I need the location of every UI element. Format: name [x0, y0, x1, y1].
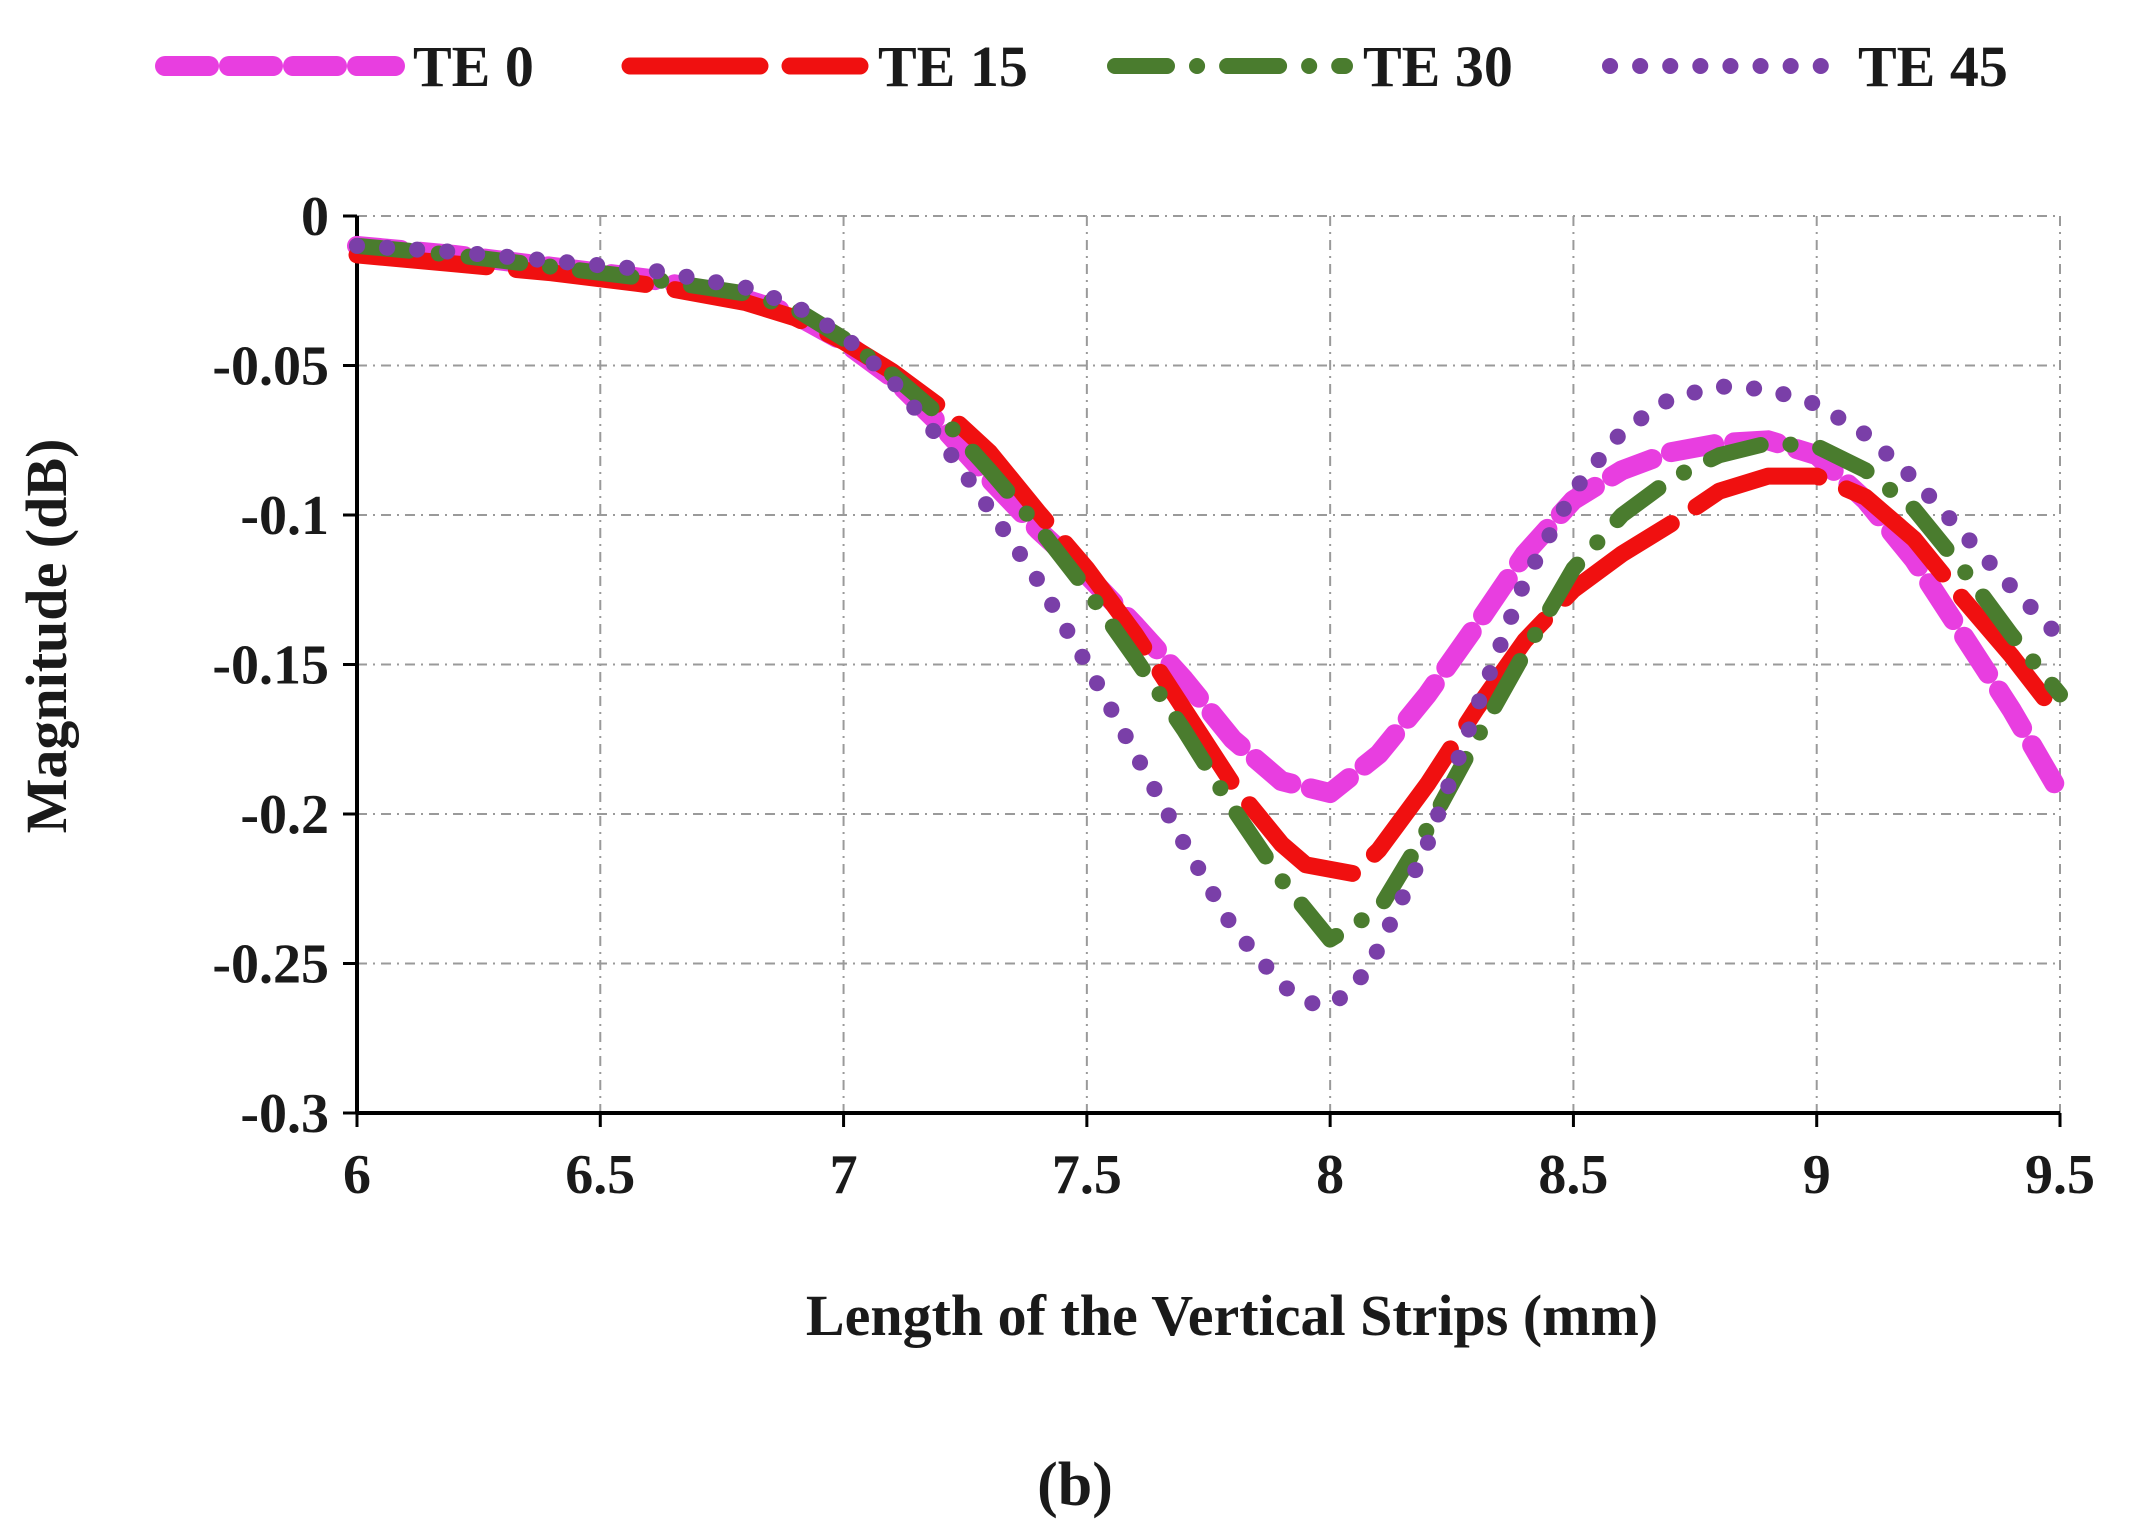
y-tick-label: -0.15	[212, 635, 329, 697]
y-tick-label: -0.1	[240, 485, 329, 547]
legend-label: TE 15	[878, 34, 1028, 99]
grid	[357, 215, 2061, 1113]
x-tick-label: 7.5	[1052, 1144, 1122, 1206]
legend-label: TE 0	[413, 34, 534, 99]
series-line-te-45	[349, 237, 2068, 1014]
series-line-te-30	[349, 237, 2068, 948]
series-line-te-0	[347, 235, 2070, 804]
x-ticks: 6 6.5 7 7.5 8 8.5 9 9.5	[343, 1113, 2095, 1206]
legend-item-te-0[interactable]: TE 0	[155, 34, 534, 99]
x-tick-label: 7	[830, 1144, 858, 1206]
x-tick-label: 9	[1803, 1144, 1831, 1206]
x-tick-label: 8.5	[1538, 1144, 1608, 1206]
y-ticks: 0 -0.05 -0.1 -0.15 -0.2 -0.25 -0.3	[212, 186, 357, 1145]
legend-item-te-30[interactable]: TE 30	[1107, 34, 1513, 99]
legend-item-te-15[interactable]: TE 15	[621, 34, 1028, 99]
x-tick-label: 6.5	[565, 1144, 635, 1206]
series-line-te-15	[348, 246, 2069, 883]
x-tick-label: 6	[343, 1144, 371, 1206]
legend[interactable]: TE 0 TE 15 TE 30 TE 45	[155, 34, 2008, 99]
figure-label: (b)	[1037, 1451, 1113, 1519]
series-layer	[347, 235, 2070, 1014]
y-tick-label: 0	[301, 186, 329, 248]
legend-item-te-45[interactable]: TE 45	[1602, 34, 2008, 99]
x-tick-label: 9.5	[2025, 1144, 2095, 1206]
y-axis-title: Magnitude (dB)	[14, 439, 79, 834]
y-tick-label: -0.25	[212, 934, 329, 996]
x-axis-title: Length of the Vertical Strips (mm)	[806, 1283, 1658, 1348]
y-tick-label: -0.2	[240, 784, 329, 846]
y-tick-label: -0.3	[240, 1083, 329, 1145]
legend-label: TE 30	[1363, 34, 1513, 99]
y-tick-label: -0.05	[212, 336, 329, 398]
legend-label: TE 45	[1858, 34, 2008, 99]
x-tick-label: 8	[1316, 1144, 1344, 1206]
